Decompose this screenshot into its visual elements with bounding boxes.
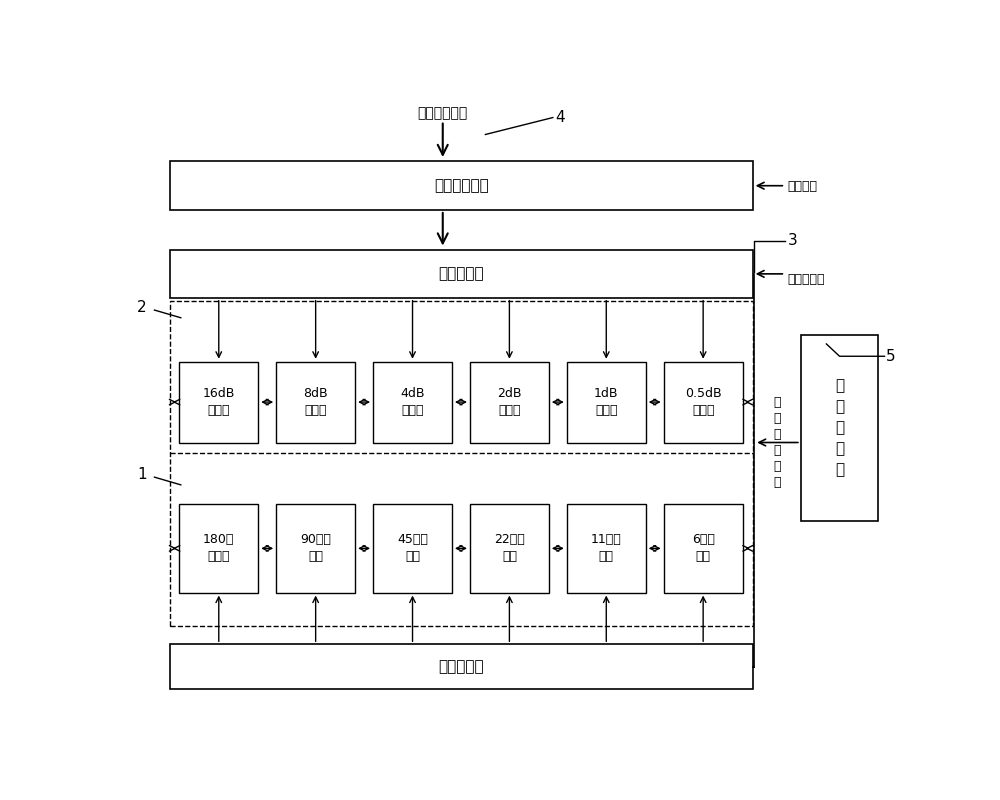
Text: 6度移
相器: 6度移 相器 — [692, 534, 715, 563]
Bar — [801, 334, 878, 521]
Bar — [179, 504, 258, 593]
Text: 驱动器阵列: 驱动器阵列 — [439, 266, 484, 282]
Text: 数字电源: 数字电源 — [788, 179, 818, 193]
Text: 3: 3 — [788, 234, 797, 248]
Text: 4dB
衰减器: 4dB 衰减器 — [400, 387, 425, 417]
Text: 180度
移相器: 180度 移相器 — [203, 534, 234, 563]
Bar — [276, 504, 355, 593]
Bar — [170, 162, 753, 210]
Text: 2dB
衰减器: 2dB 衰减器 — [497, 387, 522, 417]
Bar — [470, 504, 549, 593]
Bar — [170, 644, 753, 689]
Bar — [170, 301, 753, 626]
Text: 5: 5 — [886, 349, 896, 364]
Text: 90度移
相器: 90度移 相器 — [300, 534, 331, 563]
Bar — [470, 362, 549, 442]
Bar — [373, 504, 452, 593]
Text: 0.5dB
衰减器: 0.5dB 衰减器 — [685, 387, 721, 417]
Text: 8dB
衰减器: 8dB 衰减器 — [303, 387, 328, 417]
Text: 驱动器阵列: 驱动器阵列 — [439, 659, 484, 674]
Bar — [664, 362, 743, 442]
Bar — [373, 362, 452, 442]
Bar — [567, 504, 646, 593]
Text: 1: 1 — [137, 467, 147, 482]
Text: 16dB
衰减器: 16dB 衰减器 — [203, 387, 235, 417]
Text: 22度移
相器: 22度移 相器 — [494, 534, 525, 563]
Text: 温
度
传
感
器: 温 度 传 感 器 — [835, 378, 844, 478]
Text: 1dB
衰减器: 1dB 衰减器 — [594, 387, 619, 417]
Text: 45度移
相器: 45度移 相器 — [397, 534, 428, 563]
Bar — [179, 362, 258, 442]
Text: 11度移
相器: 11度移 相器 — [591, 534, 622, 563]
Bar — [170, 250, 753, 298]
Text: 4: 4 — [555, 110, 565, 125]
Bar — [276, 362, 355, 442]
Text: 驱动器电源: 驱动器电源 — [788, 273, 825, 286]
Text: 模
拟
电
压
输
出: 模 拟 电 压 输 出 — [774, 396, 781, 489]
Text: 2: 2 — [137, 300, 147, 315]
Text: 数字控制单元: 数字控制单元 — [434, 178, 489, 194]
Bar — [664, 504, 743, 593]
Bar — [567, 362, 646, 442]
Text: 控制信号输入: 控制信号输入 — [418, 106, 468, 120]
